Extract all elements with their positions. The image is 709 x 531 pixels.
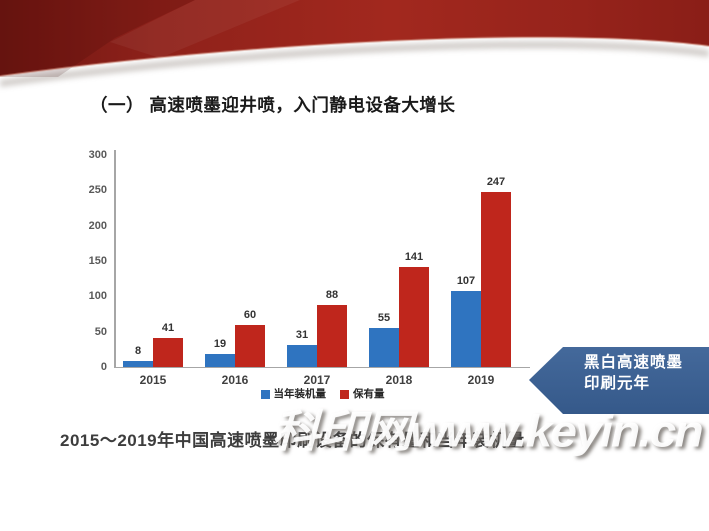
callout-arrow: 黑白高速喷墨 印刷元年	[527, 343, 709, 416]
y-axis-label: 250	[88, 184, 107, 197]
callout-line2: 印刷元年	[584, 375, 651, 392]
y-axis	[114, 150, 116, 368]
keyin-watermark: 科印网www.keyin.cn	[272, 407, 704, 457]
legend-label: 当年装机量	[273, 388, 327, 400]
bar-value-label: 41	[161, 322, 175, 335]
bar	[481, 192, 511, 367]
y-axis-label: 100	[88, 290, 107, 303]
bar-value-label: 247	[486, 176, 506, 189]
legend-label: 保有量	[353, 388, 385, 400]
bar-value-label: 31	[295, 329, 309, 342]
y-axis-label: 50	[94, 325, 107, 338]
bar	[317, 304, 347, 367]
bar	[235, 324, 265, 367]
y-axis-label: 300	[88, 149, 107, 161]
bar-value-label: 55	[377, 312, 391, 325]
bar-value-label: 88	[325, 288, 339, 301]
bar	[205, 353, 235, 367]
chart-caption: 2015～2019年中国高速喷墨印刷设备的保有量和当年装机量	[60, 431, 525, 450]
y-axis-label: 200	[88, 219, 107, 232]
legend-swatch-icon	[260, 389, 270, 399]
bar	[123, 361, 153, 367]
bar-value-label: 141	[404, 251, 424, 264]
bar	[451, 291, 481, 367]
x-axis-label: 2015	[139, 373, 167, 387]
legend-swatch-icon	[340, 389, 349, 399]
x-axis-label: 2017	[303, 373, 331, 387]
bar-value-label: 8	[134, 345, 142, 358]
callout-text: 黑白高速喷墨 印刷元年	[584, 352, 683, 394]
x-axis-label: 2019	[467, 373, 495, 387]
callout-line1: 黑白高速喷墨	[584, 354, 684, 371]
x-axis	[114, 366, 530, 368]
bar	[369, 328, 399, 367]
chart-legend: 当年装机量 保有量	[115, 387, 530, 401]
slide-title: （一） 高速喷墨迎井喷，入门静电设备大增长	[90, 95, 456, 115]
legend-item: 当年装机量	[260, 388, 327, 400]
left-arrow-icon	[529, 347, 709, 414]
bar	[153, 338, 183, 367]
y-axis-label: 0	[100, 361, 107, 373]
y-axis-label: 150	[88, 255, 107, 267]
bar-value-label: 60	[243, 308, 257, 321]
legend-item: 保有量	[340, 388, 385, 400]
x-axis-label: 2018	[385, 373, 413, 387]
bar	[287, 345, 317, 367]
header-red-ribbon	[0, 0, 709, 87]
bar-value-label: 19	[213, 337, 227, 350]
x-axis-label: 2016	[221, 373, 249, 387]
bar-value-label: 107	[456, 275, 476, 288]
bar	[399, 267, 429, 367]
